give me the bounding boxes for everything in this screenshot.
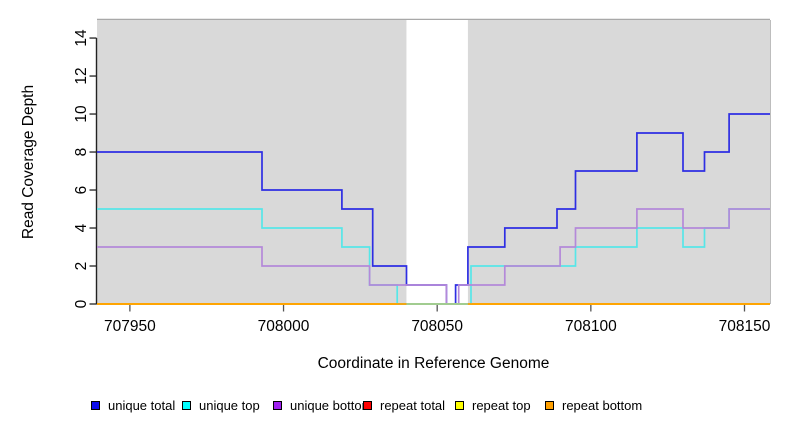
shaded-region [467, 20, 770, 304]
y-tick-label: 8 [73, 148, 90, 157]
x-axis-title: Coordinate in Reference Genome [317, 355, 550, 372]
y-tick-label: 10 [73, 105, 90, 123]
legend-label: unique total [108, 398, 176, 413]
legend-label: repeat total [380, 398, 446, 413]
legend-item-unique-total: unique total [91, 399, 175, 412]
legend-label: repeat top [472, 398, 531, 413]
legend: unique total unique top unique bottom re… [91, 399, 791, 413]
legend-swatch-icon [273, 401, 282, 410]
y-tick-label: 2 [73, 262, 90, 271]
legend-item-repeat-bottom: repeat bottom [545, 399, 642, 412]
series-unique-bottom [97, 208, 770, 305]
legend-swatch-icon [182, 401, 191, 410]
y-tick-label: 0 [73, 299, 90, 308]
x-tick-label: 707950 [104, 318, 156, 335]
legend-item-repeat-top: repeat top [455, 399, 531, 412]
shaded-region [97, 20, 407, 304]
legend-swatch-icon [455, 401, 464, 410]
x-tick-label: 708100 [565, 318, 617, 335]
legend-label: repeat bottom [562, 398, 643, 413]
series-unique-total [97, 113, 770, 305]
legend-item-repeat-total: repeat total [363, 399, 445, 412]
y-tick-label: 14 [73, 29, 90, 47]
y-axis-title: Read Coverage Depth [20, 84, 37, 240]
y-tick-label: 6 [73, 186, 90, 195]
legend-label: unique top [199, 398, 260, 413]
y-tick-label: 12 [73, 67, 90, 84]
x-tick-label: 708050 [411, 318, 463, 335]
x-tick-label: 708150 [719, 318, 771, 335]
legend-swatch-icon [363, 401, 372, 410]
x-tick-label: 708000 [258, 318, 310, 335]
legend-label: unique bottom [290, 398, 373, 413]
y-tick-label: 4 [73, 223, 90, 232]
legend-swatch-icon [91, 401, 100, 410]
legend-item-unique-bottom: unique bottom [273, 399, 372, 412]
legend-swatch-icon [545, 401, 554, 410]
coverage-plot: 0 2 4 6 8 10 12 14 707950 708000 708050 708100 70815… [73, 18, 771, 335]
legend-item-unique-top: unique top [182, 399, 260, 412]
